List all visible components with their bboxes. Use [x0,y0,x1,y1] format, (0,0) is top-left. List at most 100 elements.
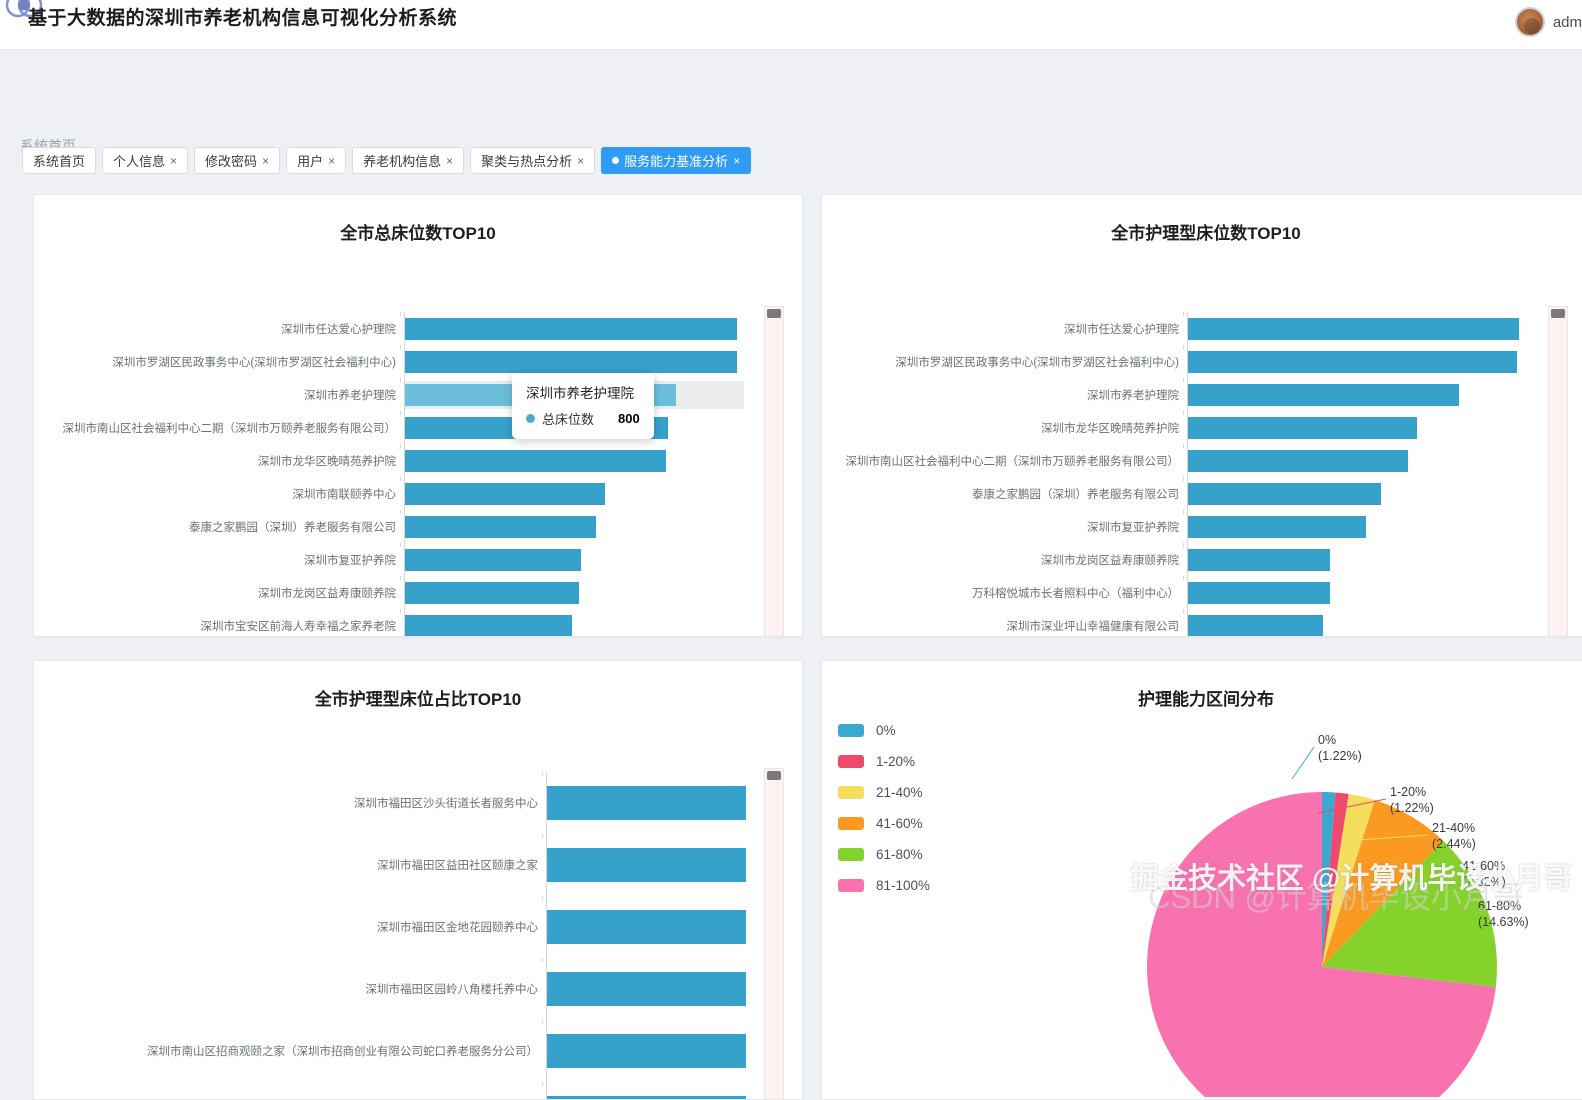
bar-category-label: 深圳市养老护理院 [304,389,396,402]
tab-label: 养老机构信息 [363,154,442,169]
y-tick-mark [542,958,543,962]
bar-item[interactable] [1187,449,1408,472]
tab-0[interactable]: 系统首页 [22,147,97,174]
legend-item[interactable]: 21-40% [838,785,930,800]
bar-category-label: 深圳市福田区金地花园颐养中心 [377,922,538,934]
bar-category-label: 深圳市任达爱心护理院 [281,323,396,336]
bar-item[interactable] [1187,482,1381,505]
bar-item[interactable] [546,848,746,882]
bar-category-label: 深圳市福田区益田社区颐康之家 [377,860,538,872]
tab-close-icon[interactable]: × [446,153,454,168]
bar-item[interactable] [404,482,605,505]
legend-item[interactable]: 0% [838,723,930,738]
legend-item[interactable]: 41-60% [838,816,930,831]
pie-slice-label-name: 0% [1318,733,1337,747]
scrollbar-handle-top[interactable] [767,309,781,318]
bar-item[interactable] [404,317,738,340]
legend-swatch [838,755,864,768]
avatar[interactable] [1514,7,1545,37]
tab-1[interactable]: 个人信息 × [102,147,189,174]
bar-item[interactable] [546,972,746,1006]
pie-slice-label-percent: (2.44%) [1432,836,1476,851]
tab-close-icon[interactable]: × [577,153,585,168]
chart-nursing-beds[interactable]: 深圳市任达爱心护理院 深圳市罗湖区民政事务中心(深圳市罗湖区社会福利中心) 深圳市养… [822,244,1582,636]
legend-swatch [838,848,864,861]
legend-item[interactable]: 81-100% [838,878,930,893]
tab-close-icon[interactable]: × [262,153,270,168]
pie-slice-label-percent: (14.63%) [1478,914,1529,929]
bar-item[interactable] [1187,317,1519,340]
y-axis-line [546,772,547,1099]
tooltip-series-name: 总床位数 [542,412,595,427]
panel-nursing-ratio: 全市护理型床位占比TOP10 深圳市福田区沙头街道长者服务中心 深圳市福田区益田社… [33,660,803,1100]
bar-item[interactable] [404,548,581,571]
bar-item[interactable] [1187,416,1417,439]
bar-category-label: 深圳市罗湖区民政事务中心(深圳市罗湖区社会福利中心) [895,356,1179,369]
scrollbar-handle-top[interactable] [767,771,781,780]
pie-slice-label: 1-20% (1.22%) [1390,785,1434,816]
tab-close-icon[interactable]: × [328,153,336,168]
tooltip-title: 深圳市养老护理院 [526,386,634,401]
bar-item[interactable] [1187,515,1366,538]
tooltip-series-dot [526,414,535,423]
pie-leader-line [1291,746,1315,780]
chart-nursing-ratio[interactable]: 深圳市福田区沙头街道长者服务中心 深圳市福田区益田社区颐康之家 深圳市福田区金地花园… [34,710,802,1099]
vertical-scrollbar[interactable] [1548,306,1568,636]
bar-item[interactable] [404,581,580,604]
bar-item[interactable] [1187,614,1323,636]
tab-5[interactable]: 聚类与热点分析 × [470,147,596,174]
y-tick-mark [400,576,401,580]
bar-item[interactable] [404,614,573,636]
pie-slice-label: 21-40% (2.44%) [1432,821,1476,852]
tab-4[interactable]: 养老机构信息 × [352,147,465,174]
tab-3[interactable]: 用户 × [286,147,347,174]
chart-total-beds[interactable]: 深圳市任达爱心护理院 深圳市罗湖区民政事务中心(深圳市罗湖区社会福利中心) 深圳市养… [34,244,802,636]
y-tick-mark [400,477,401,481]
pie-slice-label-name: 1-20% [1390,785,1427,799]
tab-label: 个人信息 [113,154,166,169]
pie-slice-label-percent: (1.22%) [1318,748,1362,763]
tab-6[interactable]: 服务能力基准分析 × [601,147,752,174]
bar-item[interactable] [404,449,666,472]
legend-label: 41-60% [876,816,923,831]
pie-leader-line [1343,834,1429,842]
y-tick-mark [542,772,543,776]
bar-category-label: 泰康之家鹏园（深圳）养老服务有限公司 [972,488,1179,501]
pie-slice-label: 0% (1.22%) [1318,733,1362,764]
bar-item[interactable] [1187,548,1330,571]
tab-close-icon[interactable]: × [733,153,741,168]
bar-category-label: 深圳市南山区招商观颐之家（深圳市招商创业有限公司蛇口养老服务分公司） [147,1046,538,1058]
tab-close-icon[interactable]: × [170,153,178,168]
bar-item[interactable] [546,1034,746,1068]
vertical-scrollbar[interactable] [764,306,784,636]
legend-item[interactable]: 1-20% [838,754,930,769]
bar-item[interactable] [1187,383,1459,406]
y-tick-mark [400,510,401,514]
y-tick-mark [1183,576,1184,580]
bar-item[interactable] [404,350,738,373]
pie-slice[interactable] [1322,792,1336,967]
bar-item[interactable] [1187,581,1330,604]
pie-chart[interactable]: 0% (1.22%) 1-20% (1.22%) 21-40% (2.44%) 41-60%… [1122,717,1582,1099]
vertical-scrollbar[interactable] [764,768,784,1099]
bar-item[interactable] [546,1096,746,1099]
pie-slice-label-name: 21-40% [1432,821,1476,835]
bar-category-label: 深圳市宝安区前海人寿幸福之家养老院 [200,620,397,633]
bar-category-label: 深圳市龙华区晚晴苑养护院 [1041,422,1179,435]
y-tick-mark [1183,345,1184,349]
bar-item[interactable] [404,515,597,538]
tab-2[interactable]: 修改密码 × [194,147,281,174]
bar-category-label: 深圳市龙岗区益寿康颐养院 [258,587,396,600]
bar-category-label: 泰康之家鹏园（深圳）养老服务有限公司 [189,521,396,534]
bar-item[interactable] [546,910,746,944]
tab-label: 系统首页 [33,154,86,169]
panel-total-beds-title: 全市总床位数TOP10 [340,224,496,243]
legend-item[interactable]: 61-80% [838,847,930,862]
bar-item[interactable] [546,786,746,820]
pie-slice[interactable] [1322,792,1349,967]
y-tick-mark [400,543,401,547]
y-tick-mark [400,345,401,349]
user-menu[interactable]: adm [1514,7,1582,37]
bar-item[interactable] [1187,350,1517,373]
scrollbar-handle-top[interactable] [1551,309,1565,318]
